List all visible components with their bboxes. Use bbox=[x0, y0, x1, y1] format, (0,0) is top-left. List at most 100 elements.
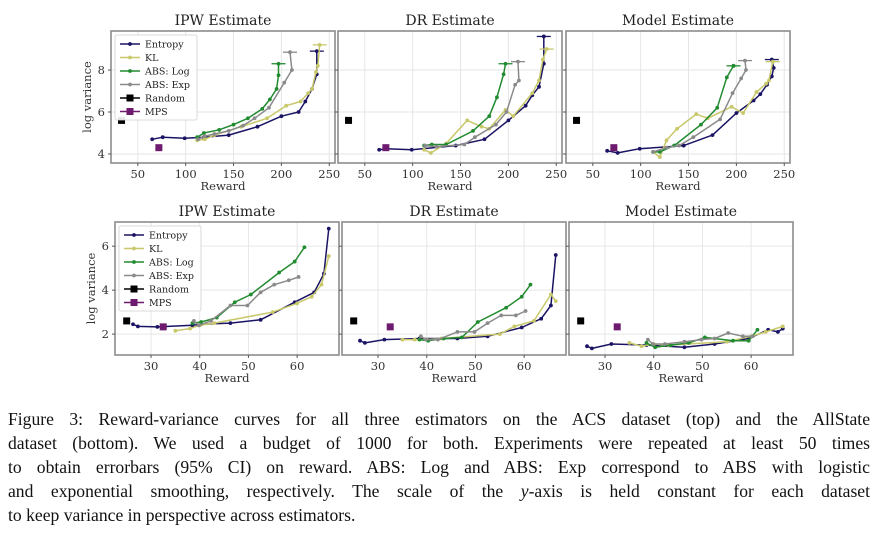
point-kl bbox=[729, 104, 734, 109]
point-abs-exp bbox=[485, 321, 490, 326]
point-kl bbox=[298, 99, 303, 104]
point-abs-log bbox=[644, 341, 649, 345]
x-tick-label: 100 bbox=[402, 167, 424, 181]
x-tick-label: 50 bbox=[585, 167, 600, 181]
point-kl bbox=[531, 319, 536, 323]
series-line-abs-log bbox=[192, 246, 306, 324]
point-abs-exp bbox=[196, 323, 201, 328]
point-abs-exp bbox=[212, 132, 217, 136]
point-abs-exp bbox=[252, 116, 257, 121]
y-tick-label: 6 bbox=[102, 239, 109, 253]
x-tick-label: 150 bbox=[450, 167, 472, 181]
point-abs-log bbox=[292, 259, 297, 264]
point-abs-log bbox=[519, 294, 524, 299]
point-entropy bbox=[296, 110, 301, 114]
y-tick-label: 4 bbox=[102, 283, 109, 297]
point-abs-exp bbox=[682, 339, 687, 344]
legend-item-random: Random bbox=[120, 94, 185, 105]
legend-swatch-marker bbox=[130, 285, 138, 293]
chart-title: IPW Estimate bbox=[175, 13, 272, 29]
series-line-entropy bbox=[586, 327, 784, 350]
y-axis-label: log variance bbox=[80, 61, 94, 133]
point-kl bbox=[497, 332, 502, 337]
marker-mps bbox=[382, 144, 390, 152]
point-abs-log bbox=[260, 106, 265, 111]
point-abs-log bbox=[471, 128, 475, 133]
point-abs-log bbox=[201, 131, 206, 135]
plot-frame bbox=[341, 221, 567, 356]
point-kl bbox=[422, 147, 427, 152]
plot-frame bbox=[565, 30, 791, 164]
point-entropy bbox=[326, 226, 331, 231]
point-abs-exp bbox=[650, 342, 655, 346]
x-axis-label: Reward bbox=[655, 179, 701, 193]
x-tick-label: 250 bbox=[773, 167, 795, 181]
point-abs-exp bbox=[513, 82, 517, 87]
point-entropy bbox=[682, 345, 687, 350]
plot-series bbox=[118, 42, 327, 152]
point-kl bbox=[553, 299, 558, 304]
point-abs-exp bbox=[228, 303, 233, 308]
point-abs-exp bbox=[202, 134, 207, 139]
point-entropy bbox=[155, 324, 160, 329]
series-line-entropy bbox=[359, 254, 557, 344]
legend-swatch-marker bbox=[130, 299, 138, 306]
point-kl bbox=[540, 57, 545, 62]
point-abs-log bbox=[746, 338, 751, 343]
point-kl bbox=[763, 330, 768, 334]
chart-title: Model Estimate bbox=[622, 13, 734, 29]
figure-caption: Figure 3: Reward-variance curves for all… bbox=[8, 407, 870, 527]
marker-random bbox=[577, 317, 585, 325]
point-kl bbox=[400, 337, 405, 342]
point-kl bbox=[754, 90, 759, 94]
caption-line: to obtain errorbars (95% CI) on reward. … bbox=[8, 457, 870, 477]
point-abs-exp bbox=[209, 319, 213, 323]
point-abs-exp bbox=[226, 128, 231, 133]
point-entropy bbox=[377, 147, 382, 152]
plot-series bbox=[123, 226, 331, 333]
x-tick-label: 60 bbox=[517, 359, 532, 373]
legend-item-entropy: Entropy bbox=[120, 40, 184, 51]
point-kl bbox=[675, 126, 679, 131]
point-entropy bbox=[585, 344, 589, 349]
series-line-abs-exp bbox=[197, 52, 293, 140]
legend-swatch-marker bbox=[126, 108, 134, 115]
point-kl bbox=[284, 103, 289, 108]
legend-item-abs-exp: ABS: Exp bbox=[124, 271, 194, 282]
point-kl bbox=[530, 91, 535, 96]
point-entropy bbox=[681, 143, 686, 148]
point-entropy bbox=[150, 137, 155, 142]
point-abs-log bbox=[504, 305, 509, 310]
legend-item-entropy: Entropy bbox=[124, 231, 188, 242]
point-abs-log bbox=[501, 72, 506, 77]
plot-series bbox=[350, 253, 558, 345]
x-axis-label: Reward bbox=[200, 179, 246, 193]
legend-item-kl: KL bbox=[124, 244, 163, 255]
point-entropy bbox=[605, 148, 610, 153]
legend-swatch-marker bbox=[132, 233, 136, 237]
point-abs-log bbox=[232, 300, 237, 305]
point-entropy bbox=[519, 325, 524, 330]
point-abs-log bbox=[657, 149, 662, 154]
legend-swatch-marker bbox=[128, 69, 132, 73]
point-abs-exp bbox=[677, 143, 681, 148]
point-kl bbox=[780, 324, 785, 329]
point-abs-log bbox=[731, 338, 736, 343]
point-abs-log bbox=[487, 114, 492, 119]
point-kl bbox=[657, 155, 662, 160]
legend-item-random: Random bbox=[124, 285, 189, 296]
x-tick-label: 30 bbox=[144, 359, 159, 373]
point-abs-log bbox=[277, 270, 282, 275]
point-abs-exp bbox=[651, 149, 656, 154]
legend-label: MPS bbox=[149, 298, 172, 309]
point-abs-exp bbox=[267, 105, 271, 110]
legend-swatch-marker bbox=[128, 55, 132, 60]
point-abs-exp bbox=[191, 319, 196, 323]
point-entropy bbox=[776, 330, 780, 334]
chart-panel-3: 50 100 150 200 250 Model Estimate Reward bbox=[563, 13, 795, 193]
point-kl bbox=[694, 112, 699, 117]
point-abs-log bbox=[702, 335, 707, 340]
point-abs-log bbox=[528, 282, 533, 287]
x-tick-label: 50 bbox=[241, 359, 256, 373]
point-abs-log bbox=[231, 122, 236, 127]
